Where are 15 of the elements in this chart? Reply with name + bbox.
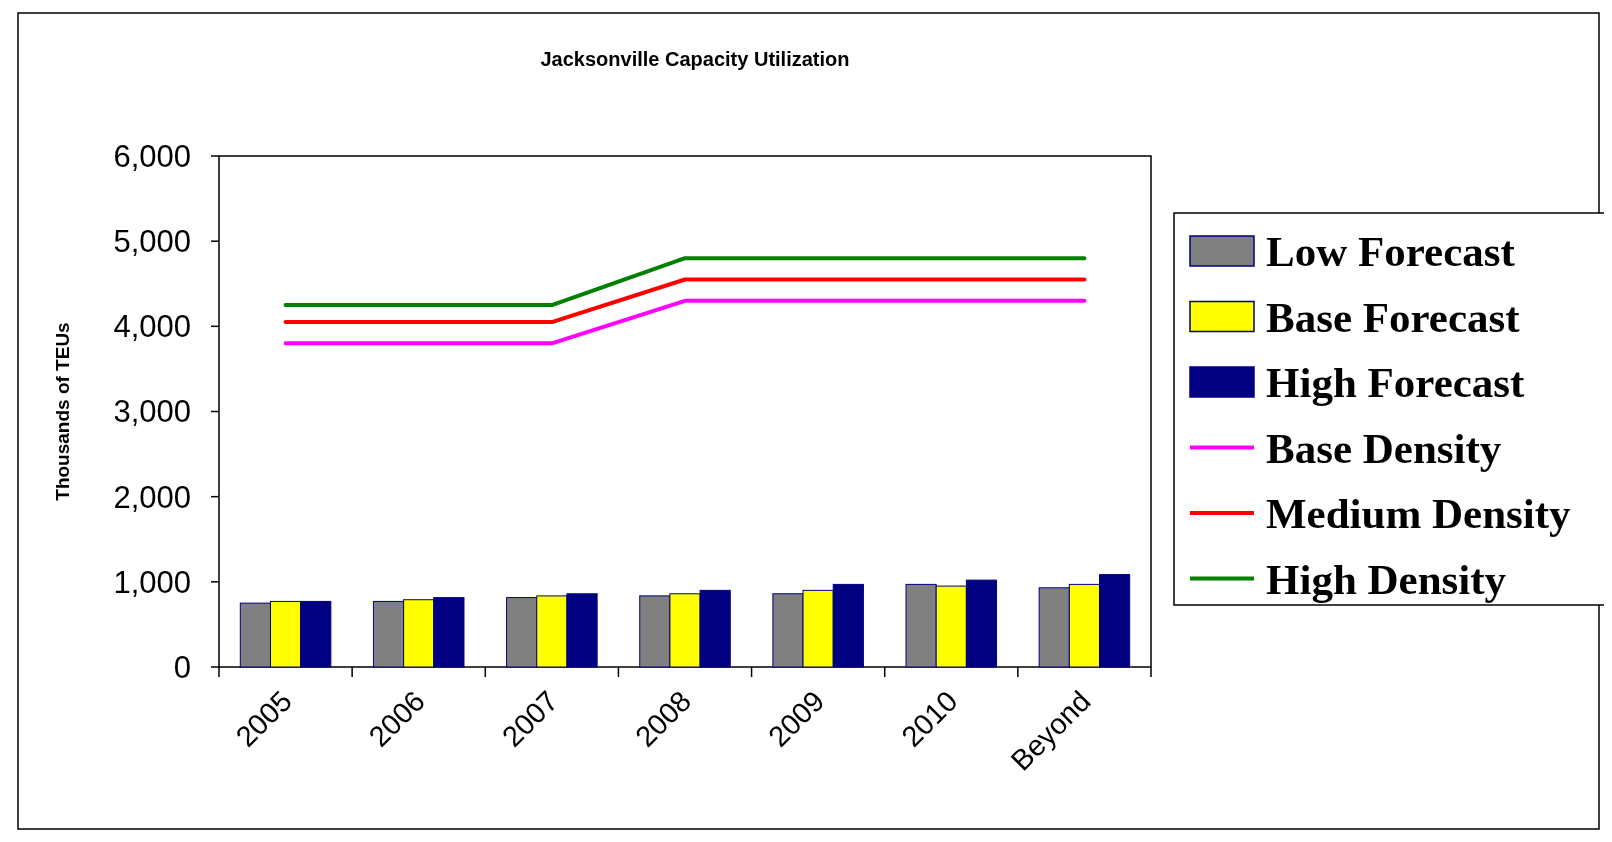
legend-label: Base Density <box>1266 424 1502 472</box>
y-tick-label: 3,000 <box>113 394 191 430</box>
legend-label: Low Forecast <box>1266 228 1516 276</box>
y-tick-label: 0 <box>173 649 191 685</box>
y-tick-label: 5,000 <box>113 224 191 260</box>
y-tick-label: 1,000 <box>113 564 191 600</box>
y-tick-label: 4,000 <box>113 309 191 345</box>
y-tick-label: 6,000 <box>113 138 191 174</box>
legend-label: Medium Density <box>1266 490 1572 538</box>
legend-label: Base Forecast <box>1266 293 1521 341</box>
y-tick-label: 2,000 <box>113 479 191 515</box>
y-axis-title: Thousands of TEUs <box>52 322 73 501</box>
legend-label: High Forecast <box>1266 359 1526 407</box>
legend-label: High Density <box>1266 555 1507 603</box>
chart-title: Jacksonville Capacity Utilization <box>540 48 850 70</box>
